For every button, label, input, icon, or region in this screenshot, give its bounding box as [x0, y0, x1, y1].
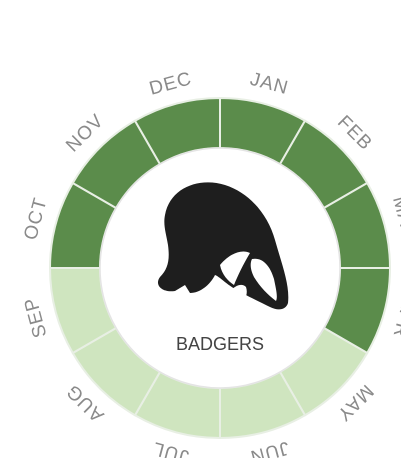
month-label: OCT	[20, 195, 51, 242]
month-label: JUL	[150, 437, 191, 458]
month-label: JAN	[248, 69, 291, 99]
month-label: APR	[388, 294, 401, 340]
month-label: MAR	[388, 194, 401, 243]
month-label: JUN	[247, 437, 291, 458]
month-label: SEP	[21, 295, 52, 340]
center-title: BADGERS	[176, 334, 264, 354]
month-label: DEC	[147, 68, 194, 99]
activity-wheel: BADGERS JANFEBMARAPRMAYJUNJULAUGSEPOCTNO…	[0, 0, 401, 458]
